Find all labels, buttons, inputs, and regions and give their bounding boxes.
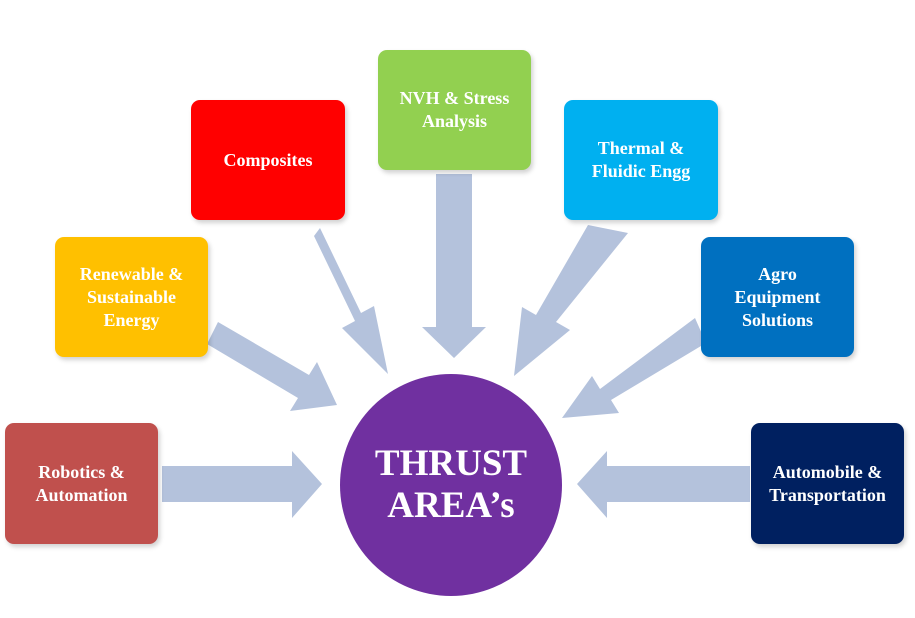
area-label-renewable: Renewable & Sustainable Energy [79,263,184,330]
area-box-composites: Composites [191,100,345,220]
arrow-automobile [577,451,750,518]
area-box-nvh: NVH & Stress Analysis [378,50,531,170]
area-label-robotics: Robotics & Automation [35,461,128,505]
area-box-robotics: Robotics & Automation [5,423,158,544]
area-label-automobile: Automobile & Transportation [769,461,886,505]
arrow-robotics [162,451,322,518]
area-box-automobile: Automobile & Transportation [751,423,904,544]
area-label-nvh: NVH & Stress Analysis [399,88,510,131]
area-box-thermal: Thermal & Fluidic Engg [564,100,718,220]
area-label-thermal: Thermal & Fluidic Engg [591,138,691,181]
center-circle-thrust-areas: THRUST AREA’s [340,374,562,596]
arrow-renewable [207,322,337,411]
center-label: THRUST AREA’s [374,443,528,526]
arrow-nvh [422,174,486,358]
area-label-composites: Composites [223,149,313,170]
arrow-agro [562,318,706,418]
area-box-agro: Agro Equipment Solutions [701,237,854,357]
arrow-thermal [514,225,628,376]
arrow-composites [314,228,388,374]
area-box-renewable: Renewable & Sustainable Energy [55,237,208,357]
area-label-agro: Agro Equipment Solutions [734,263,821,330]
